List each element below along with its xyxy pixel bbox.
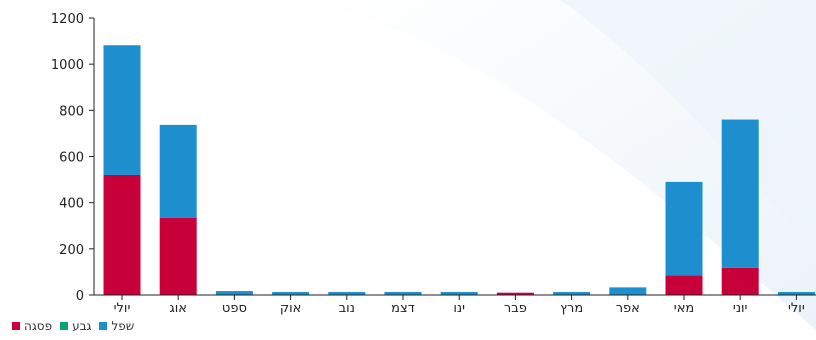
- legend-item[interactable]: פסגה: [12, 319, 52, 333]
- bar-segment[interactable]: [103, 174, 141, 295]
- bar-segment[interactable]: [328, 291, 366, 295]
- x-tick-label: אפר: [616, 301, 640, 316]
- legend-label: שפל: [111, 319, 135, 333]
- legend-swatch: [99, 322, 108, 330]
- bar-segment[interactable]: [272, 291, 310, 295]
- y-axis: 0 200 400 600 800 1000 1200: [51, 12, 95, 304]
- y-tick-label: 400: [59, 197, 84, 212]
- y-tick-label: 0: [76, 289, 84, 304]
- bar-segment[interactable]: [215, 291, 253, 295]
- bar-segment[interactable]: [384, 291, 422, 295]
- x-tick-label: ספט: [222, 301, 247, 316]
- x-tick-label: דצמ: [391, 301, 415, 316]
- x-axis: יולי אוג ספט אוק נוב דצמ ינו פבר מרץ אפר מאי יוני יו…: [94, 294, 816, 316]
- y-tick-label: 200: [59, 243, 84, 258]
- bar-segment[interactable]: [496, 292, 534, 295]
- bar-segment[interactable]: [721, 267, 759, 295]
- legend-item[interactable]: גבע: [60, 319, 91, 333]
- bar-segment[interactable]: [665, 275, 703, 295]
- x-tick-label: אוג: [169, 301, 187, 316]
- legend-label: גבע: [72, 319, 92, 333]
- y-tick-label: 1000: [51, 58, 84, 73]
- bars: [103, 45, 815, 295]
- x-tick-label: פבר: [504, 301, 527, 316]
- y-tick-label: 1200: [51, 12, 84, 27]
- x-tick-label: נוב: [339, 301, 355, 316]
- chart-legend: שפל גבע פסגה: [12, 319, 134, 333]
- x-tick-label: יולי: [788, 301, 805, 316]
- y-tick-label: 600: [59, 151, 84, 166]
- x-tick-label: יוני: [733, 301, 748, 316]
- x-tick-label: מרץ: [560, 301, 583, 316]
- bar-segment[interactable]: [777, 291, 815, 295]
- legend-swatch: [12, 322, 20, 330]
- bar-segment[interactable]: [665, 181, 703, 276]
- bar-segment[interactable]: [609, 287, 647, 295]
- y-tick-label: 800: [59, 104, 84, 119]
- x-tick-label: אוק: [280, 301, 301, 316]
- legend-item[interactable]: שפל: [99, 319, 134, 333]
- x-tick-label: יולי: [114, 301, 131, 316]
- bar-segment[interactable]: [103, 45, 141, 175]
- bar-segment[interactable]: [553, 291, 591, 295]
- legend-label: פסגה: [24, 319, 53, 333]
- legend-swatch: [60, 322, 69, 330]
- x-tick-label: ינו: [453, 301, 465, 316]
- bar-segment[interactable]: [159, 124, 197, 218]
- bar-segment[interactable]: [440, 291, 478, 295]
- x-tick-label: מאי: [674, 301, 694, 316]
- bar-segment[interactable]: [159, 217, 197, 295]
- bar-segment[interactable]: [721, 119, 759, 268]
